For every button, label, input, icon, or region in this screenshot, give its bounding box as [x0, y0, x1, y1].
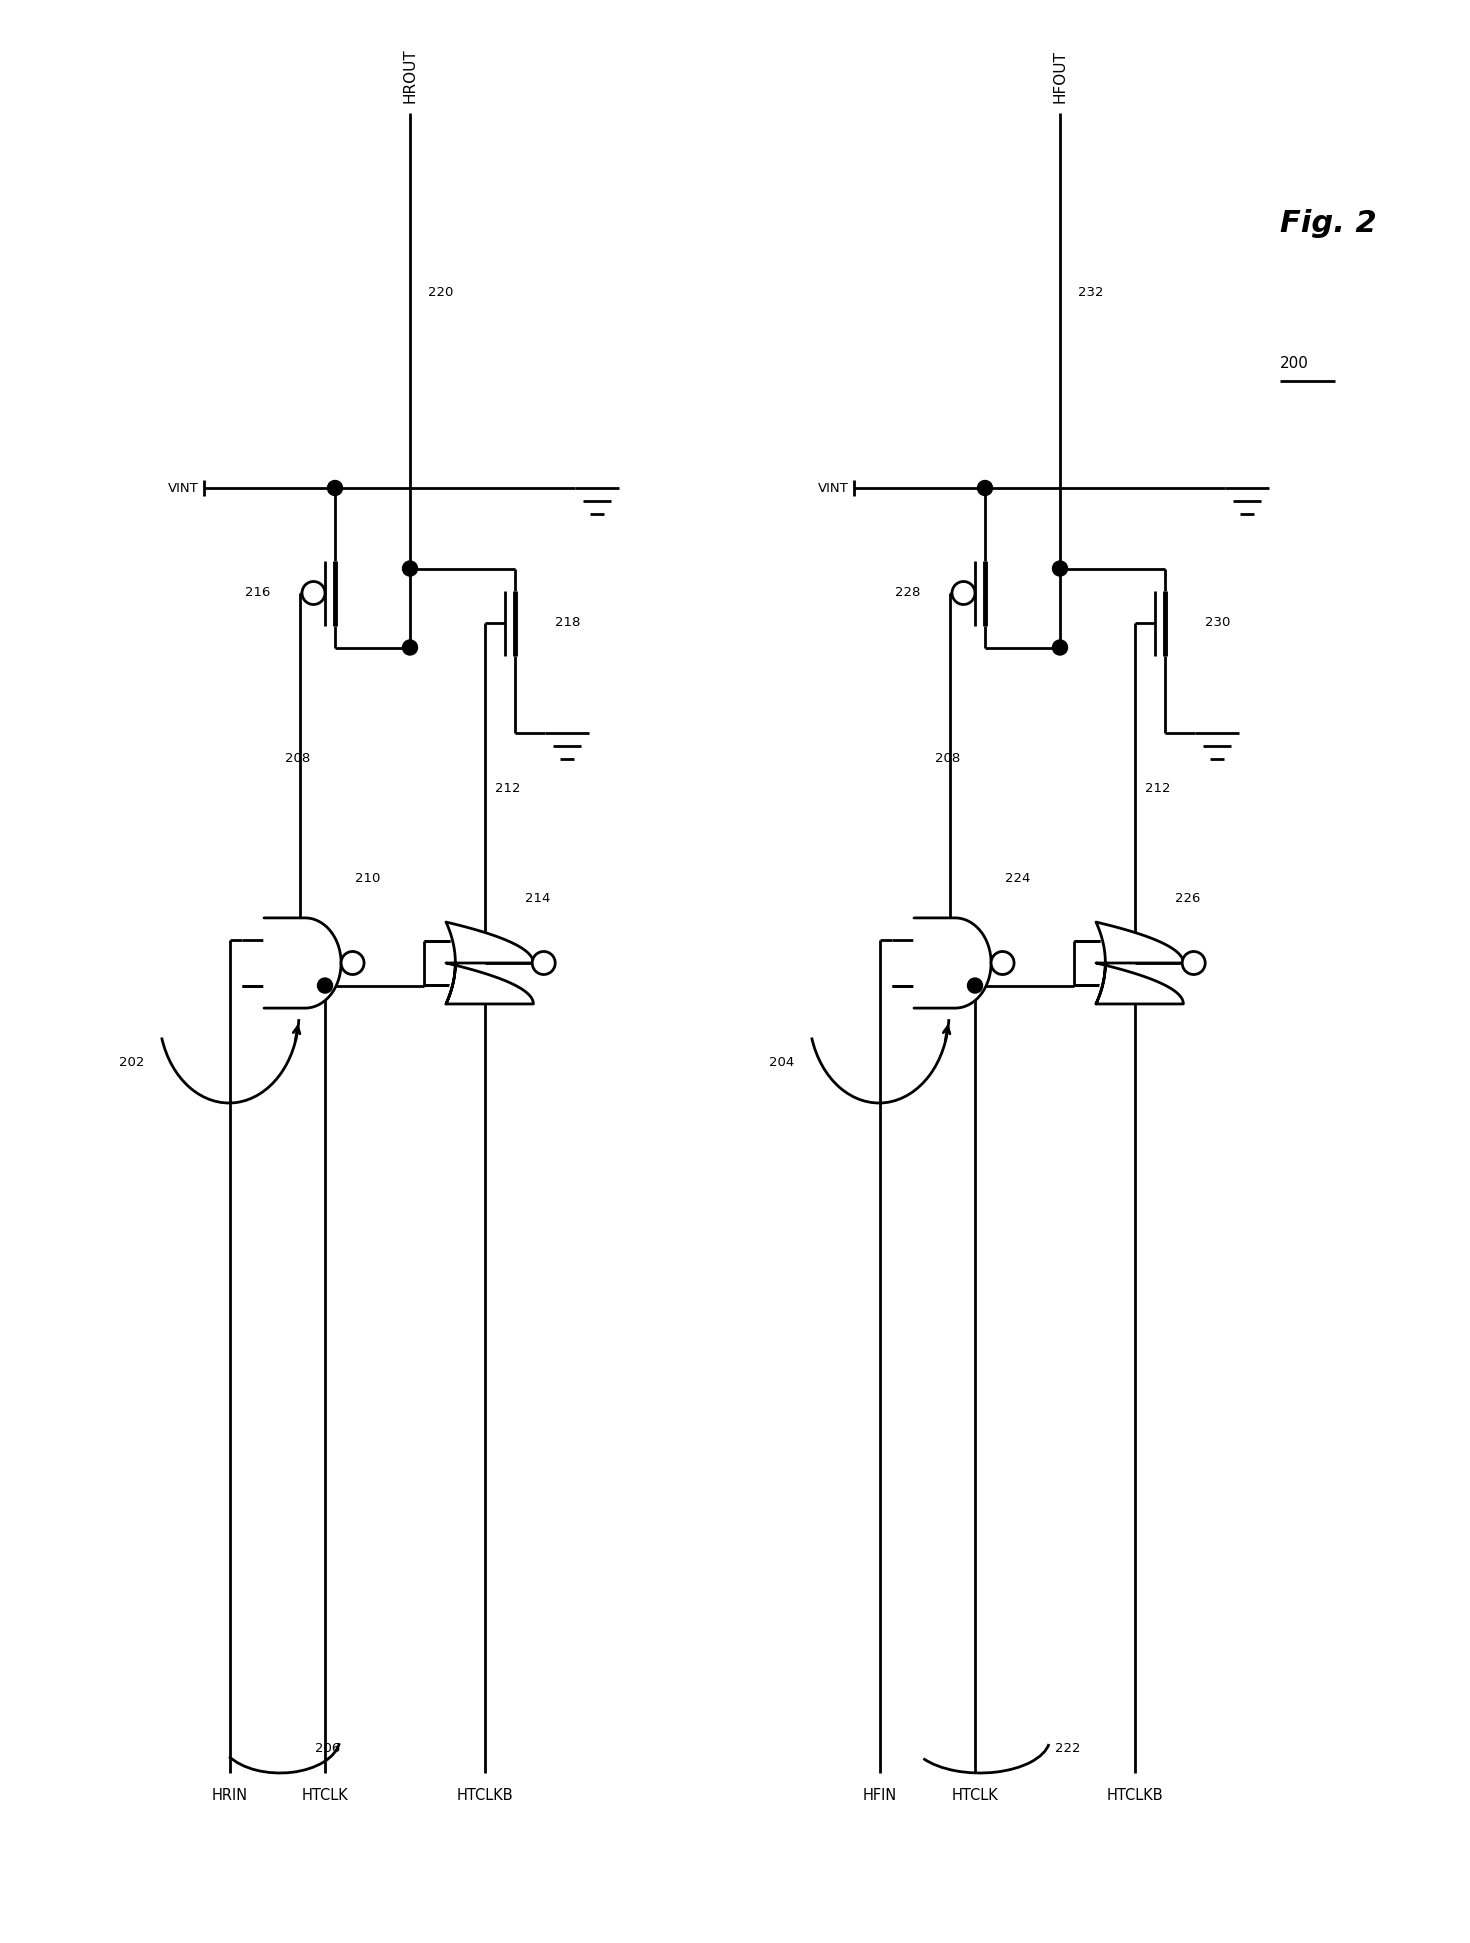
Text: 220: 220: [428, 286, 453, 299]
Text: VINT: VINT: [168, 482, 198, 495]
Circle shape: [318, 977, 332, 993]
Circle shape: [341, 952, 365, 975]
Text: 232: 232: [1078, 286, 1104, 299]
Circle shape: [1053, 562, 1067, 575]
Text: 210: 210: [354, 872, 381, 884]
Text: 202: 202: [119, 1057, 144, 1069]
Polygon shape: [914, 917, 991, 1008]
Circle shape: [1182, 952, 1205, 975]
Circle shape: [953, 581, 975, 604]
Text: HRIN: HRIN: [212, 1788, 248, 1803]
Text: HROUT: HROUT: [403, 49, 417, 103]
Circle shape: [532, 952, 556, 975]
Text: HTCLKB: HTCLKB: [1107, 1788, 1163, 1803]
Polygon shape: [1097, 923, 1183, 1005]
Circle shape: [403, 639, 417, 655]
Text: 218: 218: [556, 616, 581, 630]
Text: HTCLK: HTCLK: [951, 1788, 998, 1803]
Text: HTCLKB: HTCLKB: [457, 1788, 513, 1803]
Text: 222: 222: [1055, 1741, 1080, 1755]
Text: Fig. 2: Fig. 2: [1280, 208, 1377, 237]
Circle shape: [301, 581, 325, 604]
Text: 204: 204: [769, 1057, 794, 1069]
Text: 212: 212: [1145, 781, 1170, 795]
Text: 200: 200: [1280, 356, 1308, 371]
Text: 228: 228: [895, 587, 920, 600]
Polygon shape: [265, 917, 341, 1008]
Circle shape: [991, 952, 1014, 975]
Text: HTCLK: HTCLK: [301, 1788, 348, 1803]
Text: 206: 206: [315, 1741, 340, 1755]
Circle shape: [328, 480, 343, 495]
Polygon shape: [445, 923, 534, 1005]
Text: 214: 214: [525, 892, 550, 905]
Text: 226: 226: [1175, 892, 1201, 905]
Text: 208: 208: [935, 752, 960, 764]
Text: 212: 212: [495, 781, 520, 795]
Circle shape: [967, 977, 982, 993]
Circle shape: [978, 480, 992, 495]
Circle shape: [1053, 639, 1067, 655]
Text: 230: 230: [1205, 616, 1230, 630]
Text: 216: 216: [245, 587, 270, 600]
Text: HFIN: HFIN: [863, 1788, 897, 1803]
Text: VINT: VINT: [819, 482, 850, 495]
Circle shape: [403, 562, 417, 575]
Text: 208: 208: [285, 752, 310, 764]
Text: 224: 224: [1005, 872, 1030, 884]
Text: HFOUT: HFOUT: [1053, 51, 1067, 103]
